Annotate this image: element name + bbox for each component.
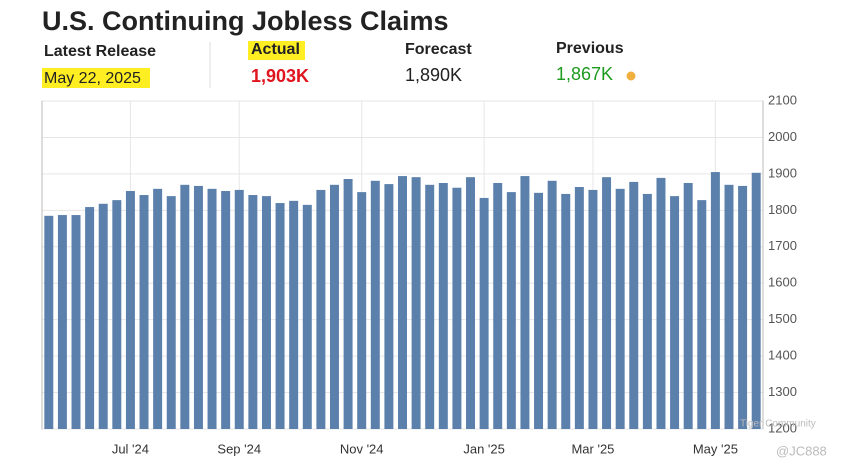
bar [289,200,299,429]
label: Forecast [405,41,472,58]
y-tick-label: 1400 [768,348,797,363]
bar [411,177,421,429]
bar [234,189,244,429]
bar [180,184,190,429]
bar [343,178,353,429]
bar [221,191,231,429]
y-tick-label: 1200 [768,420,797,435]
bar [738,185,748,429]
bar [466,177,476,429]
bar [683,183,693,429]
y-tick-label: 1600 [768,275,797,290]
x-tick-label: May '25 [693,441,738,456]
y-tick-label: 2100 [768,92,797,107]
x-tick-label: Mar '25 [571,441,614,456]
x-tick-label: Jul '24 [112,441,149,456]
bar [384,184,394,429]
bar [98,203,108,429]
bar [547,180,557,429]
bar [574,187,584,429]
label: Actual [251,41,300,58]
bar [71,215,81,429]
bar [44,215,54,429]
bar [207,188,217,429]
bar [506,192,516,429]
previous-value: 1,867K [556,64,613,84]
bar [724,184,734,429]
bar [193,185,203,429]
bar [615,188,625,429]
bar [493,183,503,429]
actual-value: 1,903K [251,66,309,86]
bar [398,176,407,429]
x-tick-label: Nov '24 [340,441,384,456]
bar [588,189,598,429]
bar [248,195,258,429]
highlight [42,68,150,88]
bar [602,177,612,429]
bar [316,189,326,429]
x-tick-label: Jan '25 [463,441,505,456]
bar [534,192,544,429]
x-tick-label: Sep '24 [217,441,261,456]
y-tick-label: 1300 [768,384,797,399]
bar [751,172,761,429]
bar [561,193,571,429]
y-tick-label: 1900 [768,165,797,180]
y-tick-label: 1800 [768,202,797,217]
bar [642,193,652,429]
label: Latest Release [44,43,156,60]
bar [275,203,285,429]
watermark: Tiger Community [740,419,816,430]
bar [438,183,448,429]
bar [302,204,312,429]
bar [166,196,176,429]
y-tick-label: 1700 [768,238,797,253]
watermark: @JC888 [776,443,827,458]
bar [57,215,67,429]
y-tick-label: 1500 [768,311,797,326]
bar [452,187,462,429]
bar [425,184,435,429]
bar [479,197,489,429]
chart-title: U.S. Continuing Jobless Claims [42,6,449,36]
highlight [248,41,305,60]
bar [520,176,530,429]
bar [656,177,666,429]
bar [112,200,122,429]
bar [670,196,680,429]
bar [329,184,339,429]
bar [125,191,135,429]
bar [261,196,271,429]
bar [697,200,707,429]
forecast-value: 1,890K [405,65,462,85]
bar [139,195,149,429]
bar [710,172,720,430]
bar [629,181,639,429]
y-tick-label: 2000 [768,129,797,144]
bar [85,207,95,429]
status-dot [626,71,636,81]
bar [153,188,163,429]
bar [370,180,380,429]
release-date: May 22, 2025 [44,70,141,87]
bar [357,192,367,429]
label: Previous [556,40,624,57]
